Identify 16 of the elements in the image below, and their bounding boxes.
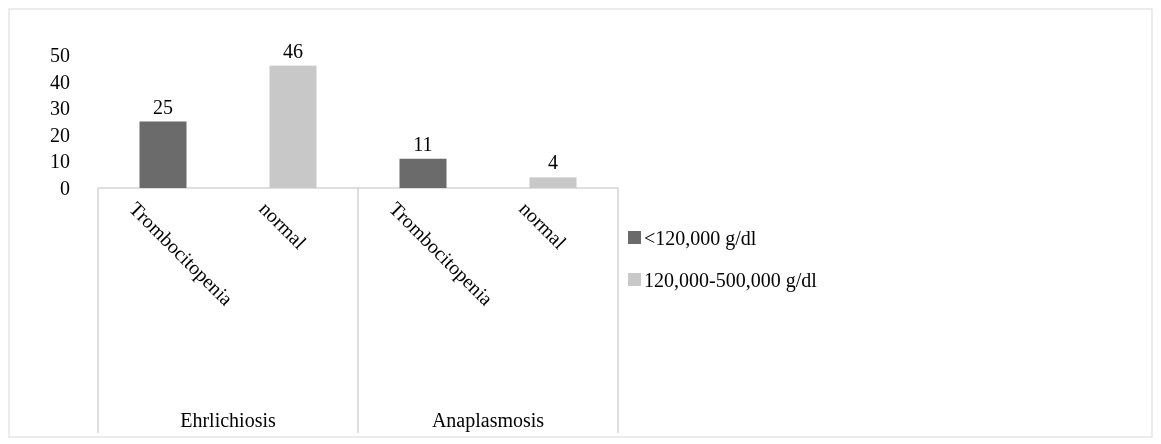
legend-label: 120,000-500,000 g/dl (644, 269, 818, 292)
legend-label: <120,000 g/dl (644, 227, 757, 250)
data-label: 25 (153, 95, 173, 118)
bar (399, 158, 447, 188)
y-tick-label: 40 (50, 70, 70, 93)
text: Anaplasmosis (431, 409, 545, 432)
data-label: 4 (548, 151, 558, 174)
y-tick-label: 10 (50, 150, 70, 173)
y-tick-label: 50 (50, 44, 70, 66)
y-tick-label: 0 (60, 177, 70, 199)
y-tick-label: 20 (50, 123, 70, 146)
data-label: 46 (283, 39, 303, 62)
bar (139, 121, 187, 188)
y-tick-label: 30 (50, 97, 70, 120)
data-label: 11 (413, 132, 433, 155)
text: Ehrlichiosis (180, 409, 276, 431)
